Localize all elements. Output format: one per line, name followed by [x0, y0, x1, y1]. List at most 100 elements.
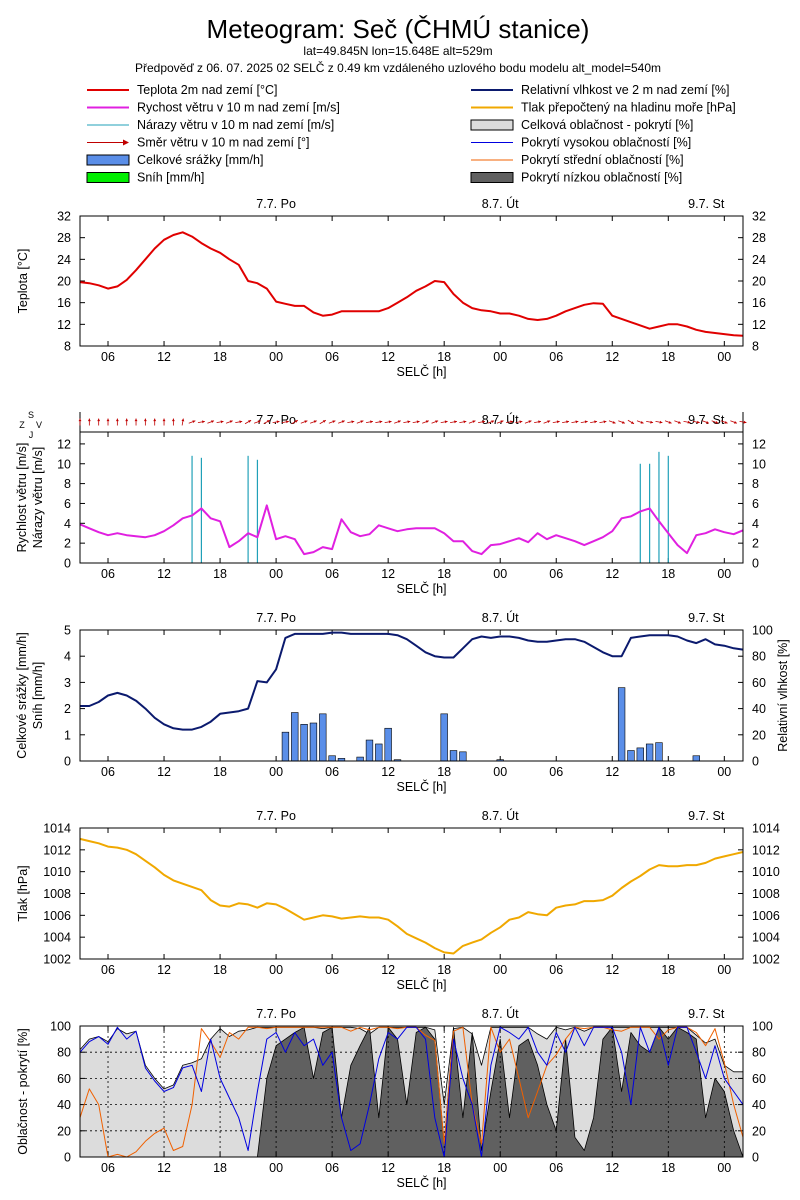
- ytick-label-4-4: 80: [57, 1046, 71, 1060]
- xtick-label-0-11: 00: [717, 350, 731, 364]
- wind-arrowhead-65: [687, 420, 691, 424]
- xtick-label-4-0: 06: [101, 1161, 115, 1175]
- wind-arrowhead-60: [640, 420, 644, 424]
- xtick-label-0-5: 12: [381, 350, 395, 364]
- xtick-label-4-11: 00: [717, 1161, 731, 1175]
- ytick-right-label-0-1: 12: [752, 318, 766, 332]
- legend-item-right-1: Tlak přepočtený na hladinu moře [hPa]: [471, 101, 736, 115]
- wind-arrowhead-28: [341, 420, 345, 424]
- plot-frame-1: [79, 431, 744, 564]
- legend-item-left-5: Sníh [mm/h]: [86, 171, 204, 185]
- ytick-label-0-3: 20: [57, 275, 71, 289]
- ytick-right-label-3-5: 1012: [752, 843, 780, 857]
- xtick-label-3-7: 00: [493, 963, 507, 977]
- precip-bar-2: [281, 731, 290, 762]
- xtick-label-1-6: 18: [437, 567, 451, 581]
- xtick-label-4-3: 00: [269, 1161, 283, 1175]
- ytick-label-3-1: 1004: [43, 931, 71, 945]
- xtick-label-0-4: 06: [325, 350, 339, 364]
- wind-arrowhead-53: [575, 420, 579, 424]
- ytick-right-label-1-6: 12: [752, 437, 766, 451]
- ytick-label-2-0: 0: [64, 755, 71, 769]
- wind-arrowhead-6: [134, 418, 138, 422]
- ytick-label-3-5: 1012: [43, 843, 71, 857]
- wind-arrowhead-58: [621, 420, 625, 424]
- xtick-label-3-6: 18: [437, 963, 451, 977]
- ytick-right-label-0-0: 8: [752, 340, 759, 354]
- yaxis-label-0: Teplota [°C]: [16, 249, 30, 314]
- day-label-3-1: 8.7. Út: [482, 808, 519, 823]
- legend-item-right-0: Relativní vlhkost ve 2 m nad zemí [%]: [471, 83, 729, 97]
- ytick-label-2-4: 4: [64, 650, 71, 664]
- legend-item-left-0-label: Teplota 2m nad zemí [°C]: [137, 83, 277, 97]
- ytick-label-0-1: 12: [57, 318, 71, 332]
- day-label-0-2: 9.7. St: [688, 197, 725, 211]
- ytick-label-0-6: 32: [57, 210, 71, 224]
- ytick-right-label-0-6: 32: [752, 210, 766, 224]
- xtick-label-0-0: 06: [101, 350, 115, 364]
- xtick-label-3-2: 18: [213, 963, 227, 977]
- wind-arrowhead-39: [444, 420, 448, 424]
- ytick-label-0-0: 8: [64, 340, 71, 354]
- day-label-2-1: 8.7. Út: [482, 610, 519, 625]
- ytick-right-label-2-2: 40: [752, 702, 766, 716]
- wind-arrowhead-49: [538, 420, 542, 424]
- legend-item-left-2-label: Nárazy větru v 10 m nad zemí [m/s]: [137, 118, 334, 132]
- wind-arrowhead-68: [715, 420, 719, 424]
- ytick-label-4-3: 60: [57, 1072, 71, 1086]
- xtick-label-1-8: 06: [549, 567, 563, 581]
- ytick-right-label-0-3: 20: [752, 275, 766, 289]
- ytick-right-label-1-0: 0: [752, 557, 759, 571]
- wind-arrowhead-31: [370, 420, 373, 424]
- ytick-right-label-0-5: 28: [752, 231, 766, 245]
- wind-arrowhead-15: [220, 420, 224, 424]
- ytick-right-label-2-3: 60: [752, 676, 766, 690]
- legend-item-right-4: Pokrytí střední oblačností [%]: [471, 153, 684, 167]
- wind-arrowhead-22: [286, 420, 289, 424]
- ytick-right-label-1-2: 4: [752, 517, 759, 531]
- legend-item-left-1-label: Rychost větru v 10 m nad zemí [m/s]: [137, 101, 340, 115]
- wind-arrowhead-2: [97, 418, 101, 422]
- legend-item-left-2: Nárazy větru v 10 m nad zemí [m/s]: [87, 118, 334, 132]
- temperature-panel: 7.7. Po 8.7. Út 9.7. St 06 12 18 00 06 12 18 00 06 1…: [16, 196, 766, 379]
- precip-bar-3: [291, 712, 299, 762]
- ytick-label-4-1: 20: [57, 1124, 71, 1138]
- ytick-right-label-0-2: 16: [752, 296, 766, 310]
- day-label-1-2: 9.7. St: [688, 413, 725, 427]
- chart-forecast-info: Předpověď z 06. 07. 2025 02 SELČ z 0.49 …: [135, 60, 661, 75]
- low-cloud-area: [80, 1027, 743, 1157]
- legend-item-right-3: Pokrytí vysokou oblačností [%]: [471, 136, 691, 150]
- xtick-label-3-8: 06: [549, 963, 563, 977]
- wind-arrowhead-26: [322, 420, 326, 423]
- wind-speed-line: [79, 504, 744, 556]
- wind-arrowhead-41: [463, 420, 467, 424]
- legend-item-right-1-label: Tlak přepočtený na hladinu moře [hPa]: [521, 101, 736, 115]
- xaxis-label-3: SELČ [h]: [396, 977, 446, 992]
- xtick-label-1-9: 12: [605, 567, 619, 581]
- ytick-label-1-0: 0: [64, 557, 71, 571]
- ytick-right-label-4-4: 80: [752, 1046, 766, 1060]
- yaxis-label-3: Tlak [hPa]: [16, 865, 30, 921]
- wind-arrowhead-70: [733, 420, 737, 424]
- ytick-right-label-1-4: 8: [752, 477, 759, 491]
- xtick-label-3-4: 06: [325, 963, 339, 977]
- wind-arrowhead-64: [677, 420, 681, 424]
- xtick-label-0-1: 12: [157, 350, 171, 364]
- ytick-right-label-4-3: 60: [752, 1072, 766, 1086]
- wind-arrowhead-45: [500, 420, 504, 424]
- legend-item-right-3-label: Pokrytí vysokou oblačností [%]: [521, 136, 691, 150]
- wind-arrowhead-47: [519, 420, 523, 424]
- precip-bar-12: [375, 743, 383, 762]
- ytick-label-4-0: 0: [64, 1151, 71, 1165]
- yaxis-right-label-2: Relativní vlhkost [%]: [776, 639, 790, 752]
- precip-bar-13: [384, 727, 392, 762]
- pressure-line: [79, 837, 744, 955]
- precip-bar-19: [440, 713, 448, 762]
- wind-arrowhead-30: [360, 420, 364, 424]
- day-label-0-0: 7.7. Po: [256, 197, 296, 211]
- wind-arrowhead-51: [556, 420, 560, 424]
- direction-label-z: Z: [19, 420, 25, 430]
- xtick-label-4-10: 18: [661, 1161, 675, 1175]
